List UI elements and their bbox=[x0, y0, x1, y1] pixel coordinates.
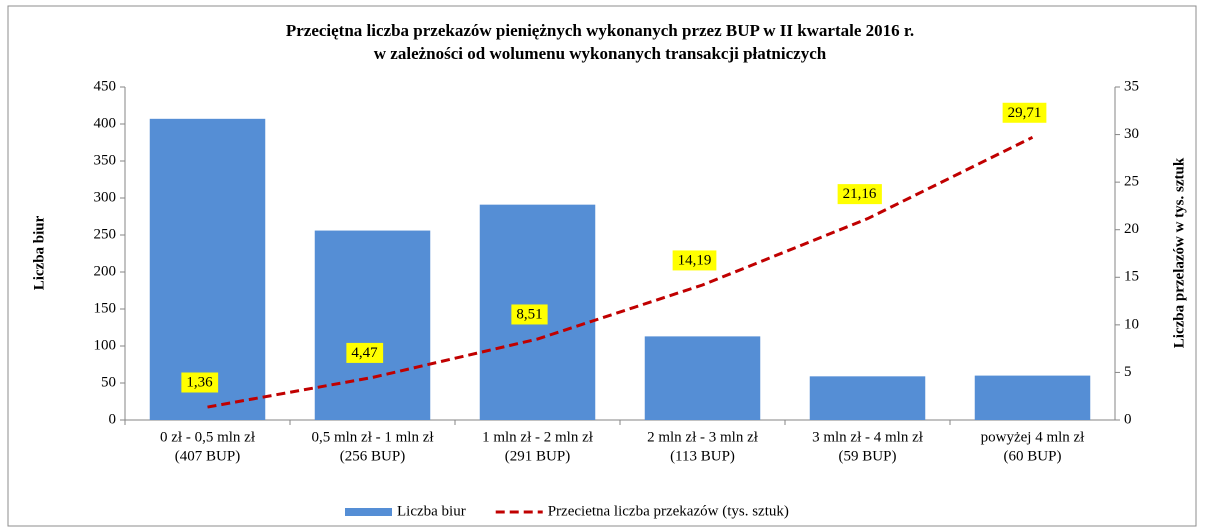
y2-tick-label: 0 bbox=[1124, 411, 1132, 427]
x-tick-label: 2 mln zł - 3 mln zł bbox=[647, 429, 759, 445]
data-label-bg bbox=[181, 372, 219, 393]
x-tick-label: 1 mln zł - 2 mln zł bbox=[482, 429, 594, 445]
y-tick-label: 100 bbox=[94, 337, 117, 353]
y-tick-label: 200 bbox=[94, 263, 117, 279]
y2-tick-label: 20 bbox=[1124, 221, 1139, 237]
bar bbox=[314, 230, 431, 420]
data-label-bg bbox=[346, 342, 384, 363]
y2-tick-label: 5 bbox=[1124, 364, 1132, 380]
y2-axis-label: Liczba przelazów w tys. sztuk bbox=[1171, 157, 1187, 348]
data-label: 14,19 bbox=[678, 252, 712, 268]
y2-tick-label: 35 bbox=[1124, 78, 1139, 94]
x-tick-label: 3 mln zł - 4 mln zł bbox=[812, 429, 924, 445]
data-label: 21,16 bbox=[843, 186, 877, 202]
y2-tick-label: 15 bbox=[1124, 269, 1139, 285]
y-tick-label: 350 bbox=[94, 152, 117, 168]
y-tick-label: 250 bbox=[94, 226, 117, 242]
data-label-bg bbox=[1002, 102, 1047, 123]
y-tick-label: 150 bbox=[94, 300, 117, 316]
x-tick-label: (59 BUP) bbox=[839, 448, 897, 464]
legend-label: Liczba biur bbox=[397, 503, 466, 519]
x-tick-label: (60 BUP) bbox=[1004, 448, 1062, 464]
bar bbox=[974, 375, 1091, 420]
bar bbox=[644, 336, 761, 420]
chart-title: w zależności od wolumenu wykonanych tran… bbox=[374, 44, 827, 63]
legend-label: Przecietna liczba przekazów (tys. sztuk) bbox=[548, 503, 789, 519]
y2-tick-label: 10 bbox=[1124, 316, 1139, 332]
data-label-bg bbox=[837, 184, 882, 205]
y-tick-label: 300 bbox=[94, 189, 117, 205]
data-label: 4,47 bbox=[351, 345, 378, 361]
bar bbox=[809, 376, 926, 420]
x-tick-label: powyżej 4 mln zł bbox=[981, 429, 1086, 445]
data-label-bg bbox=[511, 304, 548, 325]
data-label: 29,71 bbox=[1008, 105, 1042, 121]
y-tick-label: 0 bbox=[109, 411, 117, 427]
line bbox=[207, 135, 1034, 409]
data-label: 8,51 bbox=[516, 306, 542, 322]
y-tick-label: 400 bbox=[94, 115, 117, 131]
x-tick-label: (291 BUP) bbox=[505, 448, 570, 464]
chart-title: Przeciętna liczba przekazów pieniężnych … bbox=[286, 21, 914, 40]
bar bbox=[149, 118, 266, 420]
x-tick-label: (113 BUP) bbox=[670, 448, 735, 464]
x-tick-label: (407 BUP) bbox=[175, 448, 240, 464]
y-tick-label: 450 bbox=[94, 78, 117, 94]
data-label-bg bbox=[672, 250, 717, 271]
x-tick-label: (256 BUP) bbox=[340, 448, 405, 464]
y-axis-label: Liczba biur bbox=[31, 215, 47, 290]
y2-tick-label: 25 bbox=[1124, 174, 1139, 190]
legend-swatch bbox=[345, 508, 392, 516]
x-tick-label: 0,5 mln zł - 1 mln zł bbox=[311, 429, 434, 445]
data-label: 1,36 bbox=[186, 374, 213, 390]
y-tick-label: 50 bbox=[101, 374, 116, 390]
y2-tick-label: 30 bbox=[1124, 126, 1139, 142]
x-tick-label: 0 zł - 0,5 mln zł bbox=[160, 429, 256, 445]
